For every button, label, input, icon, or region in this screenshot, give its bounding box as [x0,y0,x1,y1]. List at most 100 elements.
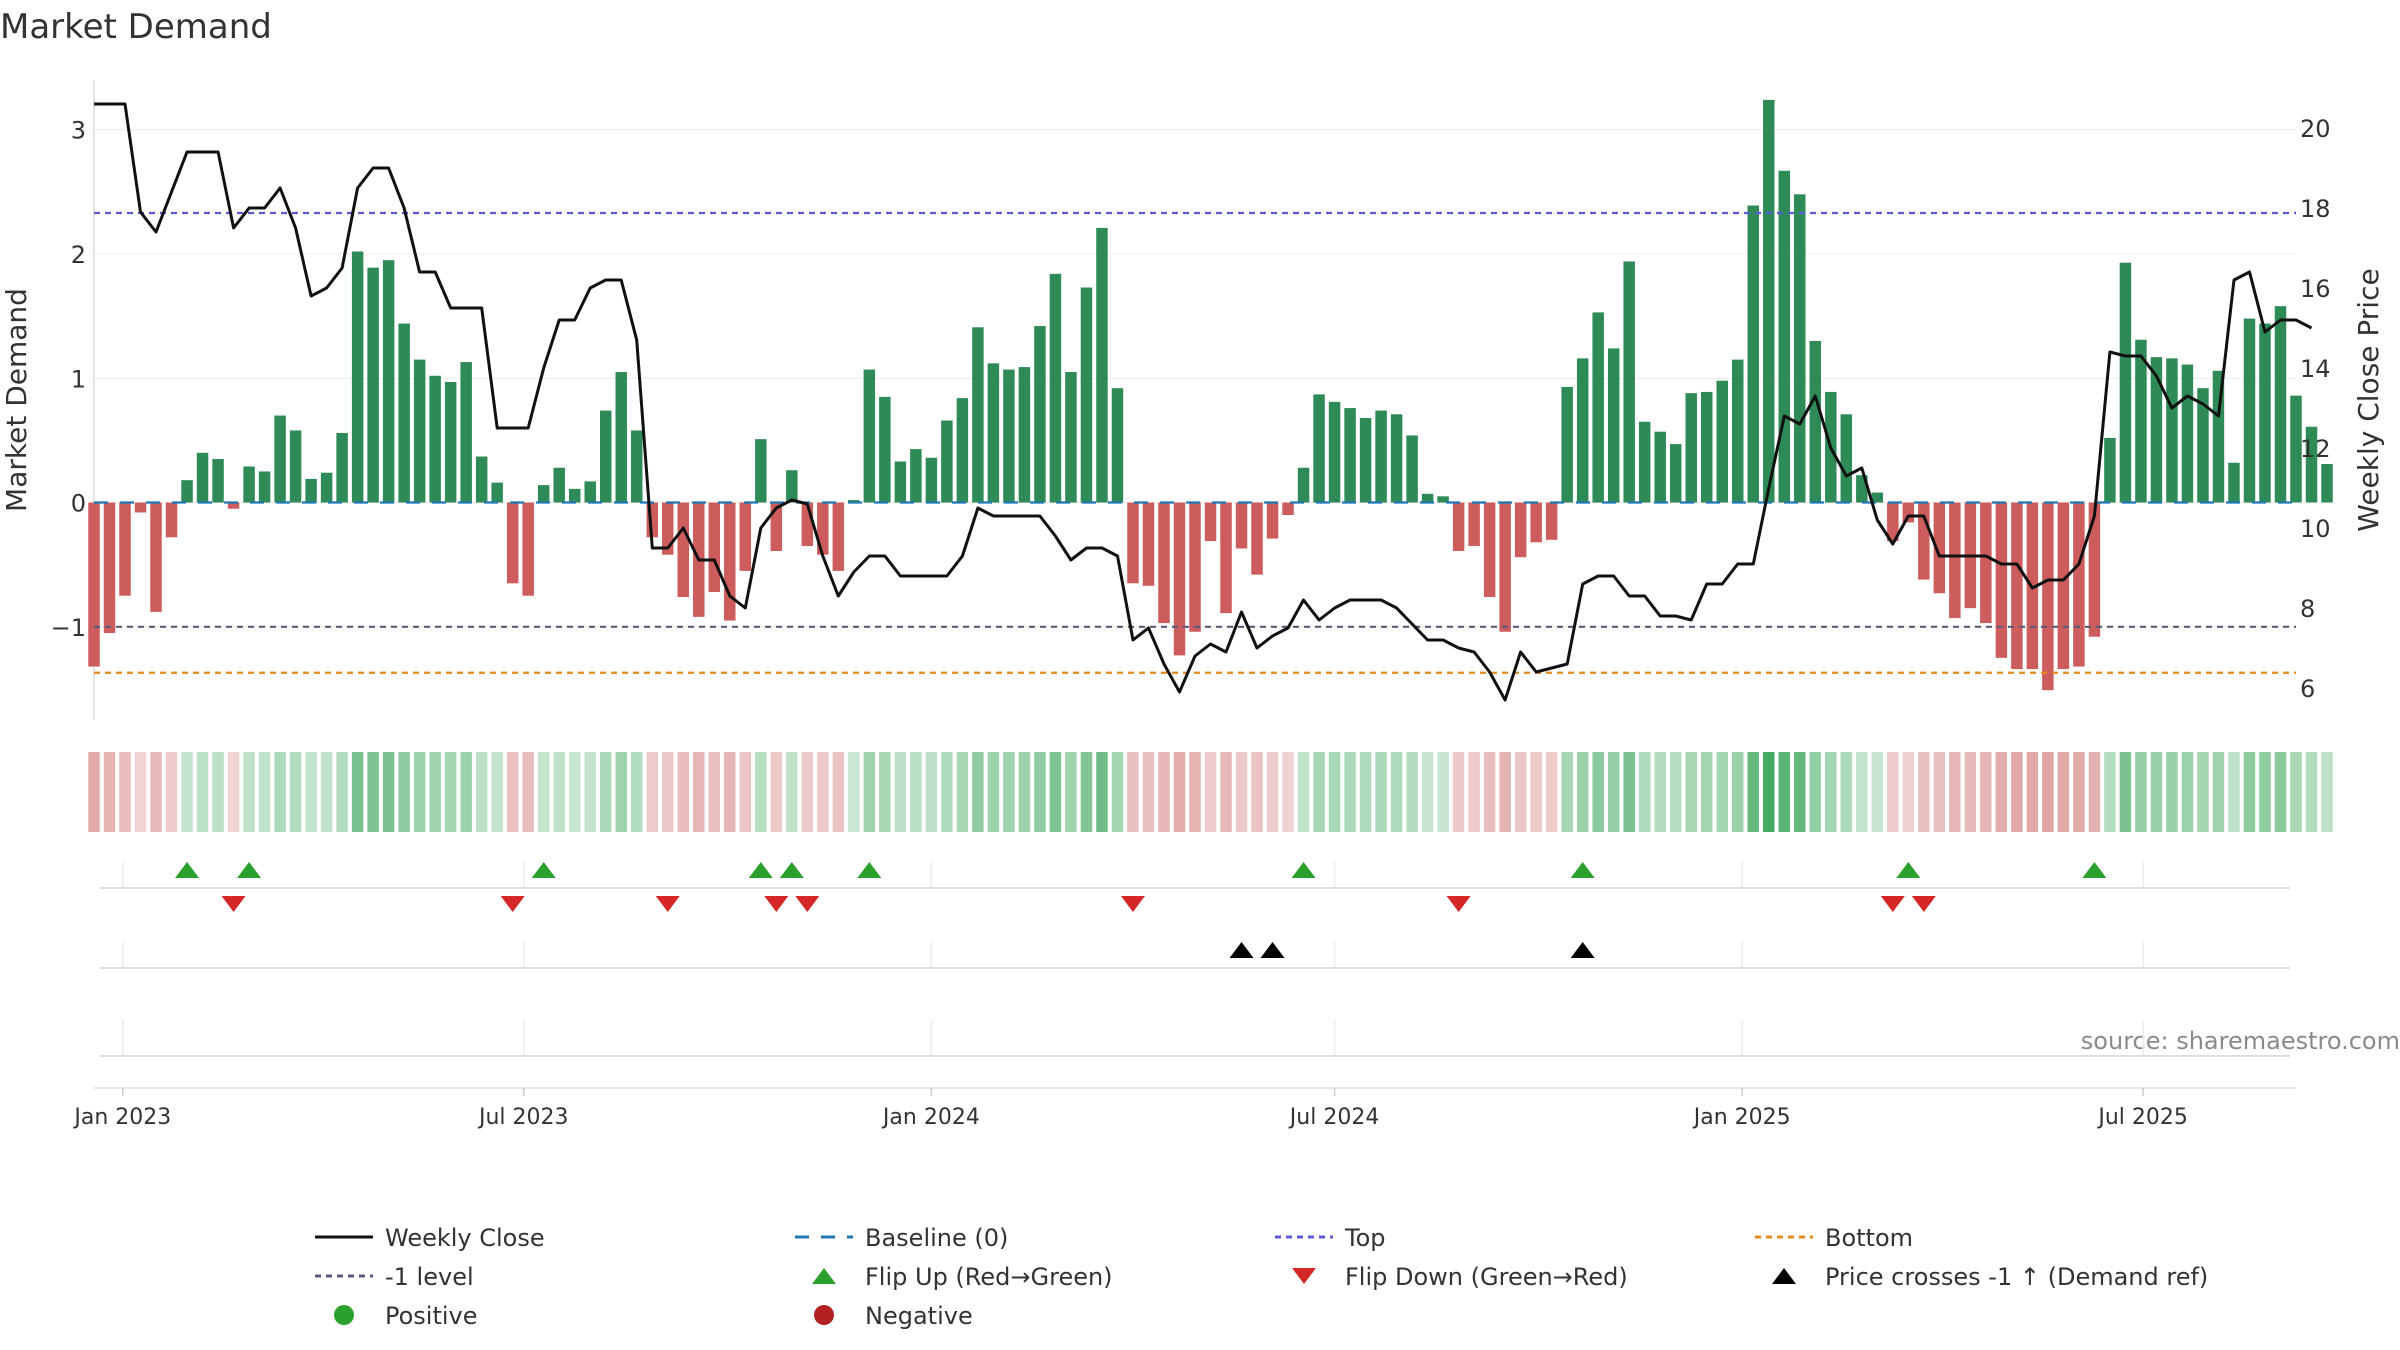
heat-strip-cell [227,752,240,832]
heat-strip-cell [460,752,472,832]
heat-strip-cell [693,752,705,832]
weekly-close-line [94,102,2313,702]
heat-strip-cell [2135,752,2147,832]
x-tick-label: Jan 2023 [72,1105,171,1130]
demand-bar [1235,502,1248,549]
demand-bar [1545,502,1558,540]
heat-strip-cell [1716,752,1728,832]
demand-bar [1127,502,1139,584]
heat-strip-cell [2011,752,2023,832]
demand-bar [2057,502,2070,670]
heat-strip-cell [196,752,209,832]
heat-strip-cell [879,752,891,832]
demand-bar [1406,435,1418,503]
demand-bar [646,502,658,538]
heat-strip-cell [2212,752,2225,832]
demand-bar [2042,502,2054,691]
y-axis-label: Market Demand [0,288,33,512]
source-label: source: sharemaestro.com [2081,1027,2400,1055]
heat-strip-cell [1127,752,1139,832]
x-tick-label: Jan 2024 [881,1105,980,1130]
heat-strip-cell [2243,752,2256,832]
flip-up-marker [531,862,556,878]
heat-strip-cell [491,752,503,832]
y2-tick-label: 10 [2300,515,2331,543]
demand-bar [584,481,596,503]
y2-tick-label: 18 [2300,195,2331,223]
flip-up-marker [779,862,804,878]
heat-strip-cell [1980,752,1992,832]
heat-strip-cell [1763,752,1775,832]
legend-triangle-down-swatch [1292,1268,1316,1284]
demand-bar [88,502,100,667]
heat-strip-cell [1359,752,1372,832]
demand-bar [1778,170,1791,503]
demand-bar [631,430,643,503]
heat-strip-cell [724,752,736,832]
heat-strip-cell [1282,752,1294,832]
demand-bar [1980,502,1992,624]
heat-strip-cell [1545,752,1558,832]
heat-strip-cell [1065,752,1077,832]
heat-strip-cell [1949,752,1961,832]
x-tick-label: Jul 2023 [477,1105,569,1130]
demand-bar [2088,502,2101,637]
heat-strip-cell [848,752,860,832]
demand-bar [1065,372,1077,503]
legend-label: Baseline (0) [865,1224,1008,1252]
flip-down-marker [655,896,680,912]
demand-bar [351,251,364,503]
legend-triangle-up-swatch [1772,1268,1796,1284]
demand-bar [103,502,116,634]
demand-bar [1918,502,1930,580]
demand-bar [2166,358,2178,503]
heat-strip-cell [2166,752,2178,832]
demand-bar [2228,462,2240,503]
heat-strip-cell [1158,752,1170,832]
demand-bar [2073,502,2085,667]
demand-bar [444,381,457,503]
demand-bar [1220,502,1232,614]
heat-strip-cell [2181,752,2194,832]
demand-bar [2274,306,2287,503]
heat-strip-cell [1266,752,1279,832]
heat-strip-cell [2042,752,2054,832]
heat-strip-cell [1499,752,1511,832]
demand-bar [832,502,845,571]
demand-bar [879,396,891,503]
y2-tick-label: 16 [2300,275,2331,303]
heat-strip-cell [941,752,953,832]
heat-strip-cell [1328,752,1341,832]
heat-strip-cell [2119,752,2132,832]
price-cross-marker [1570,942,1595,958]
demand-bar [1747,205,1759,503]
demand-bar [1716,380,1728,503]
heat-strip-cell [662,752,674,832]
heat-strip-cell [801,752,814,832]
heat-strip-cell [1685,752,1697,832]
demand-bar [1654,431,1666,503]
legend-label: Bottom [1825,1224,1913,1252]
demand-bar [2243,318,2256,503]
demand-bar [289,430,302,503]
heat-strip-cell [212,752,224,832]
demand-bar [1514,502,1527,558]
heat-strip-cell [646,752,658,832]
demand-bar [491,482,503,503]
heat-strip-cell [1421,752,1434,832]
heat-strip-cell [2088,752,2101,832]
x-tick-label: Jan 2025 [1692,1105,1791,1130]
demand-bar [1809,340,1822,503]
heat-strip-cell [739,752,752,832]
heat-strip-cell [2321,752,2333,832]
demand-bar [2104,437,2116,503]
demand-bar [1390,414,1403,503]
demand-bar [1638,421,1651,503]
heat-strip-cell [677,752,690,832]
demand-bar [739,502,752,571]
demand-bar [1375,410,1387,503]
demand-bar [1003,369,1015,503]
heat-strip-cell [1825,752,1837,832]
demand-bar [2011,502,2023,670]
demand-bar [1732,359,1744,503]
